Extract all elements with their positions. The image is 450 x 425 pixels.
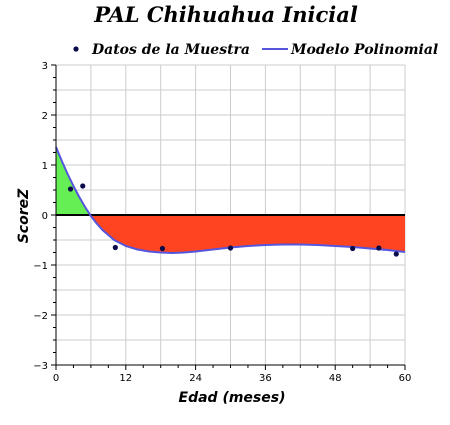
legend-label-model: Modelo Polinomial (290, 42, 438, 58)
sample-points (67, 183, 399, 257)
sample-point (80, 183, 86, 189)
x-axis-label: Edad (meses) (179, 390, 286, 406)
y-tick-label: −1 (33, 261, 48, 272)
x-tick-label: 0 (53, 373, 59, 384)
area-below-zero (90, 215, 406, 253)
axes (51, 64, 406, 370)
y-axis-label: ScoreZ (16, 188, 32, 243)
y-tick-label: 2 (42, 111, 48, 122)
x-tick-label: 12 (119, 373, 132, 384)
y-tick-label: 1 (42, 161, 48, 172)
x-tick-label: 48 (329, 373, 342, 384)
area-fills (56, 147, 406, 253)
y-tick-label: −3 (33, 361, 48, 372)
sample-point (393, 251, 399, 257)
y-tick-label: 0 (42, 211, 48, 222)
sample-point (227, 245, 234, 251)
y-tick-label: 3 (42, 61, 48, 72)
sample-point (67, 186, 74, 192)
x-tick-label: 36 (259, 373, 272, 384)
x-tick-label: 24 (189, 373, 202, 384)
sample-point (350, 245, 356, 252)
x-tick-label: 60 (399, 373, 412, 384)
sample-point (376, 245, 382, 251)
model-line (55, 146, 406, 255)
sample-point (159, 245, 166, 252)
y-tick-label: −2 (33, 311, 48, 322)
chart-title: PAL Chihuahua Inicial (93, 2, 358, 27)
legend-label-sample: Datos de la Muestra (91, 42, 250, 58)
sample-point (112, 244, 118, 251)
legend-marker-sample (73, 46, 79, 52)
area-above-zero (56, 147, 91, 215)
legend: Datos de la Muestra Modelo Polinomial (73, 42, 438, 58)
model-line-layer (55, 146, 406, 255)
